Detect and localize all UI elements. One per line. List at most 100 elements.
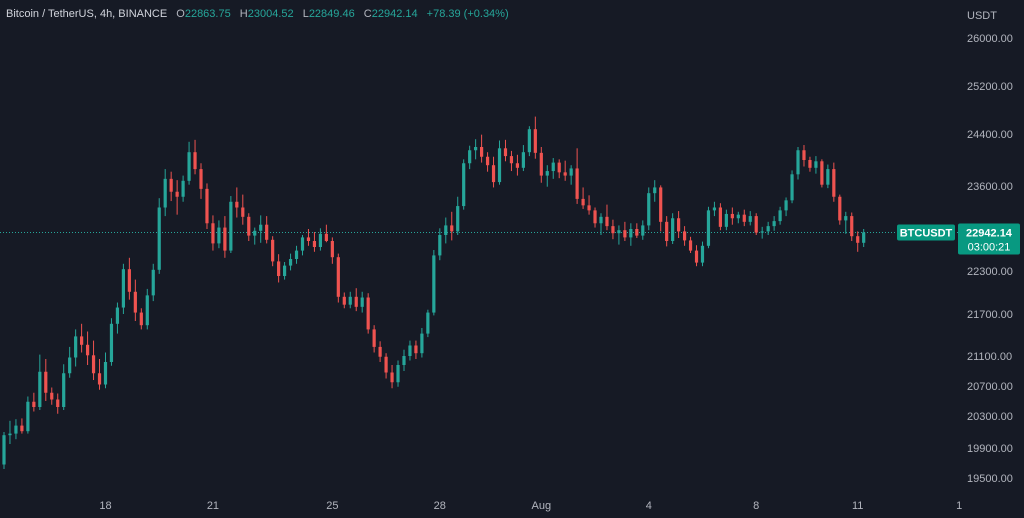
candle-body[interactable] [271, 239, 275, 262]
candle-body[interactable] [456, 206, 460, 232]
candle-body[interactable] [832, 169, 836, 197]
candle-body[interactable] [480, 147, 484, 157]
candle-body[interactable] [26, 401, 30, 432]
candle-body[interactable] [2, 435, 6, 465]
candle-body[interactable] [569, 168, 573, 176]
candle-body[interactable] [796, 150, 800, 175]
candle-body[interactable] [468, 150, 472, 164]
candle-body[interactable] [121, 269, 125, 308]
candle-body[interactable] [324, 233, 328, 241]
candle-body[interactable] [241, 207, 245, 217]
candle-body[interactable] [563, 172, 567, 176]
candle-body[interactable] [712, 207, 717, 211]
candle-body[interactable] [850, 216, 854, 237]
candle-body[interactable] [133, 291, 137, 313]
candle-body[interactable] [503, 148, 508, 157]
candle-body[interactable] [527, 129, 531, 153]
candle-body[interactable] [485, 156, 490, 166]
candle-body[interactable] [205, 188, 209, 224]
candle-body[interactable] [629, 229, 633, 238]
candle-body[interactable] [32, 401, 36, 407]
candle-body[interactable] [91, 355, 96, 374]
candle-body[interactable] [402, 356, 406, 365]
candle-body[interactable] [390, 372, 394, 383]
candle-body[interactable] [509, 156, 514, 164]
candle-body[interactable] [366, 297, 370, 330]
candle-body[interactable] [408, 345, 412, 357]
candle-body[interactable] [754, 216, 758, 233]
candle-body[interactable] [139, 312, 143, 326]
candle-body[interactable] [682, 231, 687, 241]
candle-body[interactable] [802, 150, 806, 160]
candle-body[interactable] [647, 193, 651, 226]
candle-body[interactable] [38, 371, 42, 407]
candle-body[interactable] [336, 257, 340, 297]
candle-body[interactable] [575, 168, 579, 199]
candle-body[interactable] [372, 329, 376, 347]
candle-body[interactable] [778, 210, 782, 222]
candle-body[interactable] [265, 224, 269, 240]
candle-body[interactable] [414, 345, 418, 354]
candle-body[interactable] [742, 214, 746, 222]
candle-body[interactable] [282, 265, 287, 277]
candle-body[interactable] [736, 214, 740, 219]
candle-body[interactable] [659, 187, 663, 222]
candle-body[interactable] [587, 205, 591, 211]
candle-body[interactable] [515, 163, 520, 168]
candle-body[interactable] [665, 221, 669, 241]
candle-body[interactable] [599, 216, 603, 224]
candle-body[interactable] [700, 245, 705, 263]
candle-body[interactable] [181, 180, 185, 197]
candle-body[interactable] [306, 237, 311, 241]
candle-body[interactable] [635, 229, 639, 236]
candle-body[interactable] [491, 165, 496, 183]
candle-body[interactable] [432, 255, 436, 313]
candle-body[interactable] [247, 216, 251, 236]
candle-body[interactable] [706, 210, 711, 246]
candle-body[interactable] [211, 223, 215, 244]
candle-body[interactable] [80, 336, 84, 345]
candle-body[interactable] [50, 392, 54, 400]
candle-body[interactable] [623, 230, 627, 238]
candle-body[interactable] [784, 200, 788, 211]
candle-body[interactable] [820, 161, 824, 185]
candle-body[interactable] [217, 227, 221, 244]
candle-body[interactable] [581, 198, 585, 206]
candle-body[interactable] [330, 241, 334, 258]
candle-body[interactable] [545, 171, 549, 176]
candle-body[interactable] [157, 207, 161, 270]
candle-body[interactable] [856, 236, 860, 243]
candle-body[interactable] [760, 231, 764, 233]
candle-body[interactable] [420, 333, 424, 354]
candle-body[interactable] [342, 296, 346, 305]
candle-body[interactable] [44, 371, 48, 393]
candle-body[interactable] [653, 187, 657, 194]
candle-body[interactable] [20, 425, 24, 432]
candle-body[interactable] [103, 362, 108, 385]
candle-body[interactable] [175, 191, 179, 197]
candle-body[interactable] [557, 162, 561, 173]
candle-body[interactable] [354, 296, 358, 307]
candle-body[interactable] [318, 233, 323, 247]
candle-body[interactable] [688, 240, 693, 251]
candle-body[interactable] [838, 196, 842, 221]
candle-body[interactable] [62, 373, 66, 407]
candle-body[interactable] [593, 210, 597, 224]
candle-body[interactable] [730, 213, 734, 219]
candle-body[interactable] [115, 307, 120, 324]
candle-body[interactable] [605, 216, 609, 227]
candle-body[interactable] [360, 297, 364, 307]
candle-body[interactable] [497, 148, 502, 183]
candle-body[interactable] [718, 207, 722, 227]
candle-body[interactable] [151, 269, 155, 296]
candle-body[interactable] [56, 399, 60, 408]
candle-body[interactable] [378, 346, 382, 357]
candle-body[interactable] [808, 160, 812, 168]
candle-body[interactable] [694, 250, 699, 263]
candle-body[interactable] [677, 218, 681, 232]
candle-body[interactable] [724, 213, 728, 227]
candle-body[interactable] [462, 163, 466, 207]
candle-body[interactable] [223, 227, 227, 251]
candle-body[interactable] [97, 373, 102, 385]
